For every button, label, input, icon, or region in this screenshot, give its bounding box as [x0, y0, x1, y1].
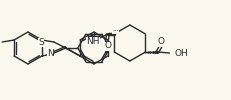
Text: ···: ···: [111, 28, 118, 34]
Text: O: O: [157, 38, 164, 46]
Text: O: O: [104, 42, 111, 50]
Text: N: N: [47, 48, 54, 58]
Text: S: S: [38, 38, 43, 48]
Text: OH: OH: [174, 48, 187, 58]
Text: NH: NH: [86, 36, 99, 46]
